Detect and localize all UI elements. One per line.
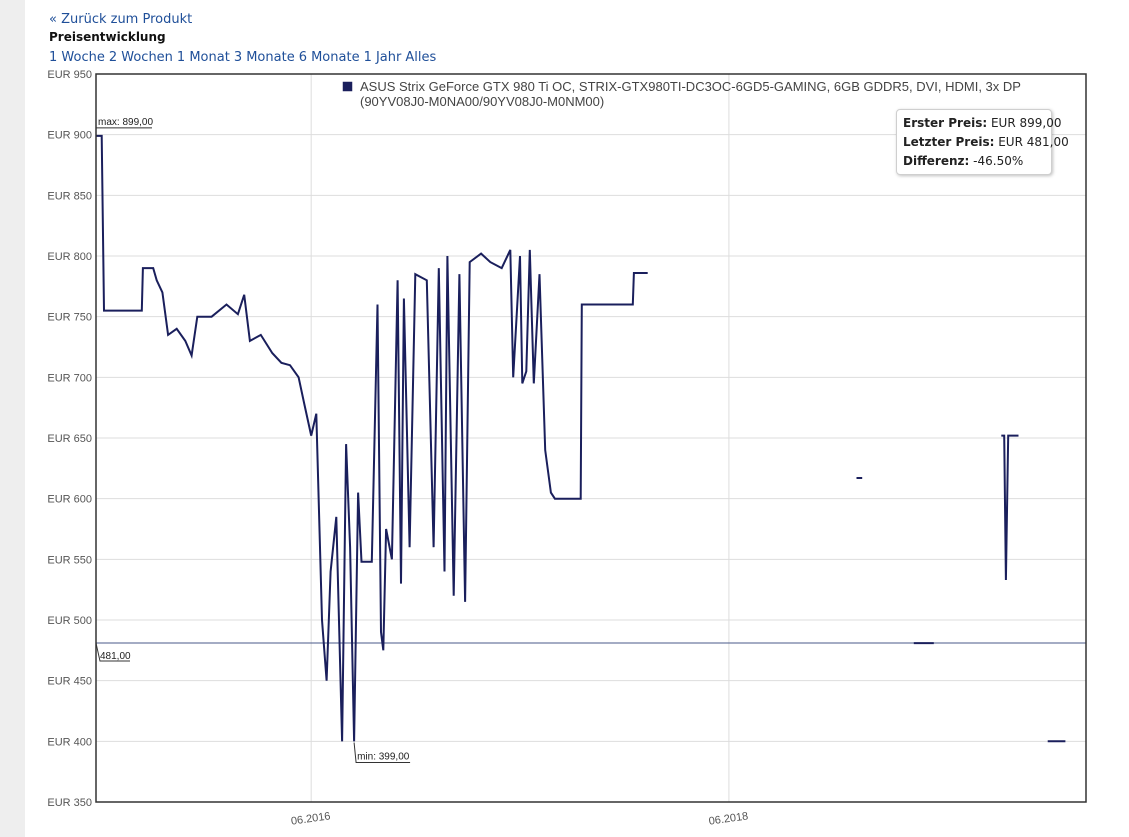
y-tick-label: EUR 350	[47, 797, 92, 809]
max-price-label: max: 899,00	[98, 117, 153, 128]
difference-value: -46.50%	[973, 154, 1024, 168]
range-1-week-link[interactable]: 1 Woche	[49, 50, 105, 65]
plot-frame	[95, 73, 1087, 803]
current-callout-leader	[95, 642, 130, 662]
back-to-product-link[interactable]: « Zurück zum Produkt	[49, 12, 193, 27]
last-price-label: Letzter Preis:	[903, 135, 995, 149]
current-price-label: 481,00	[100, 651, 131, 662]
y-tick-label: EUR 700	[47, 372, 92, 384]
range-6-months-link[interactable]: 6 Monate	[298, 50, 360, 65]
y-tick-label: EUR 800	[47, 251, 92, 263]
y-tick-label: EUR 750	[47, 312, 92, 324]
y-tick-label: EUR 550	[47, 554, 92, 566]
range-all-link[interactable]: Alles	[405, 50, 437, 65]
min-price-label: min: 399,00	[357, 752, 410, 763]
min-callout-leader	[353, 742, 411, 764]
price-series-line	[1001, 434, 1019, 581]
range-3-months-link[interactable]: 3 Monate	[233, 50, 295, 65]
y-tick-label: EUR 950	[47, 69, 92, 81]
time-range-selector: 1 Woche 2 Wochen 1 Monat 3 Monate 6 Monate 1 …	[49, 50, 440, 65]
x-tick-label: 06.2016	[290, 810, 331, 827]
range-2-weeks-link[interactable]: 2 Wochen	[108, 50, 173, 65]
legend-swatch[interactable]	[341, 80, 354, 93]
y-tick-label: EUR 900	[47, 130, 92, 142]
first-price-label: Erster Preis:	[903, 116, 988, 130]
price-summary-tooltip: Erster Preis: EUR 899,00 Letzter Preis: …	[896, 109, 1069, 175]
y-tick-label: EUR 500	[47, 615, 92, 627]
y-tick-label: EUR 600	[47, 494, 92, 506]
page-title: Preisentwicklung	[49, 30, 166, 44]
price-series-line	[96, 134, 648, 742]
y-tick-label: EUR 650	[47, 433, 92, 445]
range-1-year-link[interactable]: 1 Jahr	[363, 50, 402, 65]
y-tick-label: EUR 850	[47, 190, 92, 202]
y-tick-label: EUR 400	[47, 736, 92, 748]
legend-label[interactable]: ASUS Strix GeForce GTX 980 Ti OC, STRIX-…	[360, 79, 1021, 109]
y-tick-label: EUR 450	[47, 676, 92, 688]
difference-label: Differenz:	[903, 154, 970, 168]
page-left-margin	[0, 0, 25, 837]
first-price-value: EUR 899,00	[990, 116, 1062, 130]
last-price-value: EUR 481,00	[998, 135, 1069, 149]
x-tick-label: 06.2018	[708, 810, 749, 827]
range-1-month-link[interactable]: 1 Monat	[176, 50, 230, 65]
